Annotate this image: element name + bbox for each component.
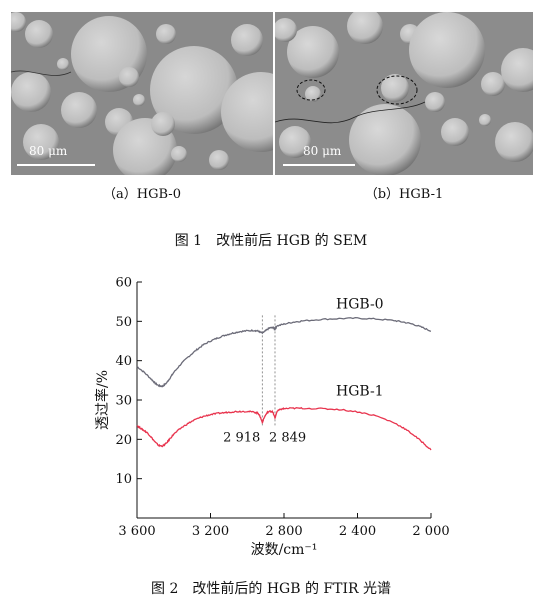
series-label-hgb-1: HGB-1 [336,383,384,399]
x-tick-label: 2 400 [339,524,376,539]
y-tick-label: 40 [115,354,132,369]
sem-image-hgb-0: 80 μm [11,12,273,175]
scale-bar-label-b: 80 μm [303,144,342,158]
scale-bar-label-a: 80 μm [29,144,68,158]
chart-series [136,316,432,451]
series-line-hgb-0 [136,316,432,388]
chart-labels: HGB-0 HGB-1 2 918 2 849 [223,297,383,446]
figure-2-caption: 图 2 改性前后的 HGB 的 FTIR 光谱 [151,581,391,597]
series-label-hgb-0: HGB-0 [336,297,384,313]
y-axis-label: 透过率/% [94,370,111,430]
sem-micrograph-b [275,12,533,175]
y-tick-label: 30 [115,394,132,409]
subfigure-caption-b: （b）HGB-1 [364,187,444,202]
y-tick-label: 20 [115,433,132,448]
x-tick-label: 2 000 [412,524,449,539]
annotation-2918: 2 918 [223,430,260,445]
y-tick-label: 50 [115,315,132,330]
chart-axes: 3 600 3 200 2 800 2 400 2 000 10 20 30 40 50 60 波数/… [94,276,450,559]
y-tick-label: 60 [115,276,132,291]
sem-image-hgb-1: 80 μm [275,12,533,175]
x-axis-label: 波数/cm⁻¹ [251,542,318,558]
y-tick-label: 10 [115,472,132,487]
figure-1-caption: 图 1 改性前后 HGB 的 SEM [174,233,368,249]
ftir-chart: 3 600 3 200 2 800 2 400 2 000 10 20 30 40 50 60 波数/… [94,276,450,559]
x-tick-label: 3 200 [192,524,229,539]
x-tick-label: 2 800 [265,524,302,539]
sem-micrograph-a [11,12,273,175]
subfigure-caption-a: （a）HGB-0 [103,187,181,202]
annotation-2849: 2 849 [269,430,306,445]
x-tick-label: 3 600 [118,524,155,539]
series-line-hgb-1 [136,406,432,451]
